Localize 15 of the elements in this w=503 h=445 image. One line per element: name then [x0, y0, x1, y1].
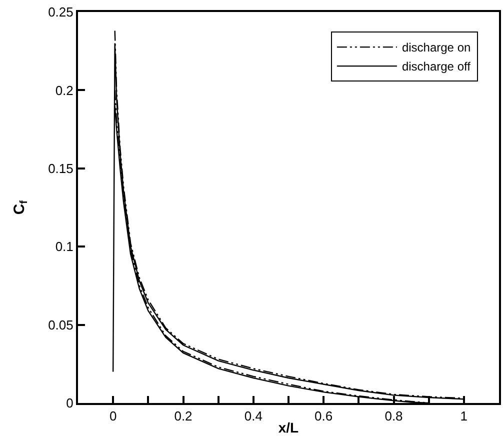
legend-label: discharge on — [402, 40, 471, 55]
x-axis-title: x/L — [278, 419, 300, 436]
x-tick-label: 1 — [460, 408, 468, 424]
x-tick-label: 0.6 — [314, 408, 333, 424]
y-tick-label: 0.15 — [48, 160, 74, 176]
x-tick-label: 0.2 — [174, 408, 192, 424]
y-tick-label: 0.25 — [48, 4, 74, 20]
y-tick-label: 0 — [66, 396, 74, 411]
x-tick-label: 0 — [109, 408, 117, 424]
x-tick-label: 0.4 — [244, 408, 262, 424]
x-tick-label: 0.8 — [384, 408, 403, 424]
y-tick-label: 0.05 — [48, 317, 74, 332]
legend-label: discharge off — [402, 60, 472, 74]
y-tick-label: 0.2 — [55, 82, 74, 98]
y-tick-label: 0.1 — [55, 239, 74, 254]
